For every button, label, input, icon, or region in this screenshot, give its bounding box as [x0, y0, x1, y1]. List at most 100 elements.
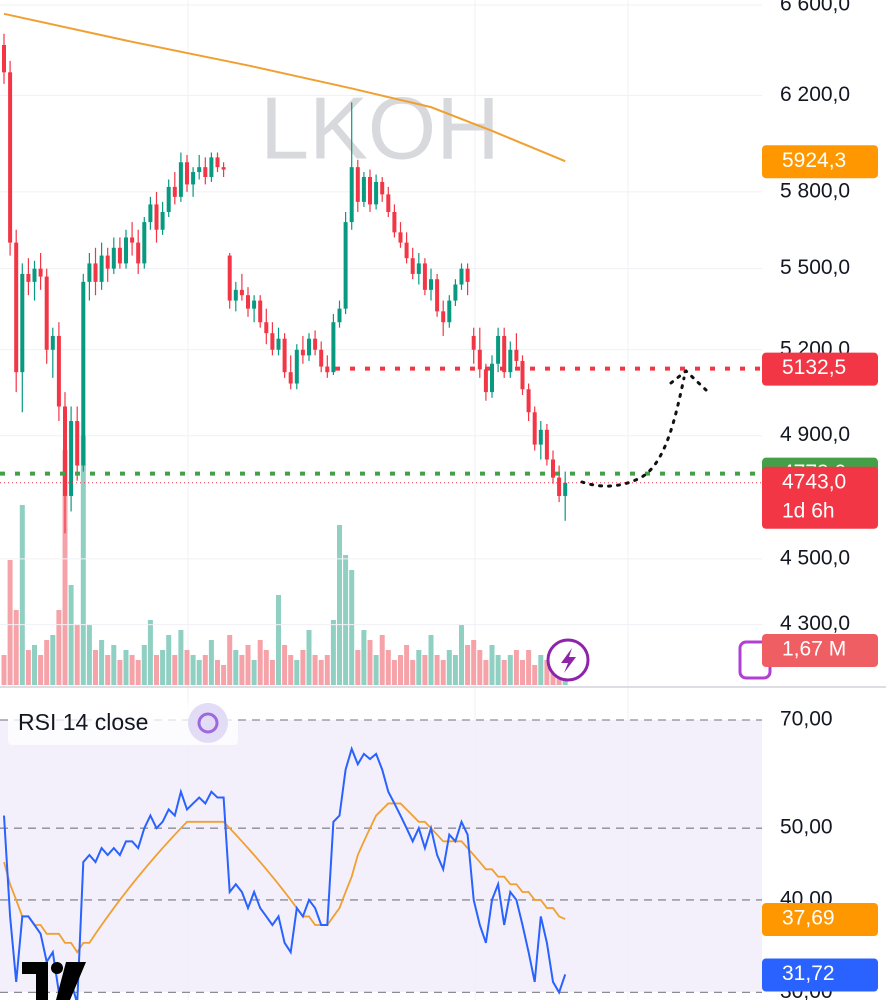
logo-part: [56, 962, 86, 1000]
candle-body: [294, 349, 299, 384]
y-tick-label: 4 500,0: [780, 546, 850, 569]
volume-bar: [141, 645, 147, 685]
volume-bar: [483, 660, 489, 685]
candle-body: [337, 308, 342, 323]
candle-body: [368, 176, 372, 205]
volume-bar: [62, 450, 68, 685]
candle-body: [239, 289, 244, 296]
volume-bar: [99, 640, 105, 685]
candle-body: [520, 360, 525, 390]
candle-body: [105, 255, 110, 269]
volume-bar: [1, 655, 7, 685]
rsi-band: [0, 720, 762, 992]
candle-body: [215, 157, 220, 168]
volume-bar: [446, 650, 452, 685]
volume-bar: [361, 630, 367, 685]
volume-bar: [80, 435, 86, 685]
volume-bar: [245, 645, 251, 685]
candle-body: [404, 242, 409, 259]
candle-body: [227, 255, 232, 301]
volume-bar: [166, 635, 172, 685]
candle-body: [526, 389, 531, 413]
logo-part: [51, 962, 63, 974]
candle-body: [142, 222, 147, 264]
volume-bar: [349, 570, 355, 685]
rsi-line: [3, 802, 566, 954]
projection-arrow-head: [669, 369, 708, 392]
candle-body: [514, 349, 519, 361]
candle-body: [343, 222, 348, 309]
rsi-settings-icon[interactable]: [188, 703, 228, 743]
candle-body: [44, 276, 49, 350]
candle-body: [361, 176, 366, 202]
volume-bar: [7, 560, 13, 685]
y-tick-label: 5 500,0: [780, 256, 850, 279]
candle-body: [87, 263, 92, 282]
volume-bar: [74, 625, 80, 685]
volume-bar: [501, 660, 507, 685]
volume-bar: [544, 660, 550, 685]
volume-bar: [93, 650, 98, 685]
rsi-tick-label: 50,00: [780, 816, 833, 839]
candle-body: [392, 211, 397, 233]
candle-body: [325, 366, 330, 373]
candle-body: [398, 232, 403, 243]
candle-body: [20, 273, 25, 373]
rsi-title: RSI 14 close: [18, 709, 148, 735]
candle-body: [56, 335, 61, 407]
volume-bar: [123, 650, 129, 685]
volume-bar: [459, 625, 464, 685]
candle-body: [172, 186, 177, 197]
volume-bar: [233, 650, 239, 685]
alert-icon[interactable]: [546, 638, 590, 682]
volume-badge: [762, 634, 878, 667]
current-price-label: 4743,0: [782, 470, 846, 493]
candle-body: [471, 335, 476, 350]
volume-bar: [147, 620, 153, 685]
volume-bar: [208, 640, 214, 685]
candle-body: [264, 322, 269, 334]
volume-bar: [282, 645, 288, 685]
volume-bar: [202, 655, 208, 685]
candle-body: [124, 237, 128, 264]
candle-body: [203, 167, 208, 177]
candle-body: [410, 258, 415, 274]
candle-body: [99, 255, 104, 282]
candle-body: [483, 369, 488, 393]
candle-body: [136, 242, 141, 264]
moving-average: [3, 12, 566, 163]
volume-bar: [50, 635, 56, 685]
ma-label: 5924,3: [782, 149, 846, 172]
volume-bar: [196, 660, 202, 685]
volume-bar: [343, 555, 349, 685]
volume-bar: [538, 655, 544, 685]
volume-bar: [562, 680, 568, 685]
volume-bar: [227, 635, 233, 685]
volume-bar: [257, 640, 263, 685]
candle-body: [81, 281, 86, 466]
volume-bar: [318, 660, 324, 685]
candle-body: [111, 247, 116, 269]
volume-bar: [86, 625, 92, 685]
candle-body: [349, 167, 354, 223]
candle-body: [459, 268, 464, 285]
candle-body: [532, 412, 537, 445]
volume-bar: [337, 525, 342, 685]
alert-bolt: [561, 648, 576, 673]
candle-body: [117, 247, 122, 264]
rsi-line: [3, 745, 567, 1000]
volume-bar: [111, 645, 117, 685]
candle-body: [130, 237, 135, 243]
volume-bar: [68, 585, 74, 685]
y-tick-label: 5 800,0: [780, 179, 850, 202]
candle-body: [313, 338, 318, 350]
volume-bar: [13, 610, 19, 685]
candle-body: [233, 289, 238, 301]
rsi-legend-box: [8, 703, 238, 745]
volume-bar: [160, 650, 166, 685]
volume-bar: [440, 660, 446, 685]
volume-bar: [379, 635, 385, 685]
candle-body: [557, 477, 562, 496]
volume-bar: [477, 650, 483, 685]
price-layer: [0, 4, 762, 626]
